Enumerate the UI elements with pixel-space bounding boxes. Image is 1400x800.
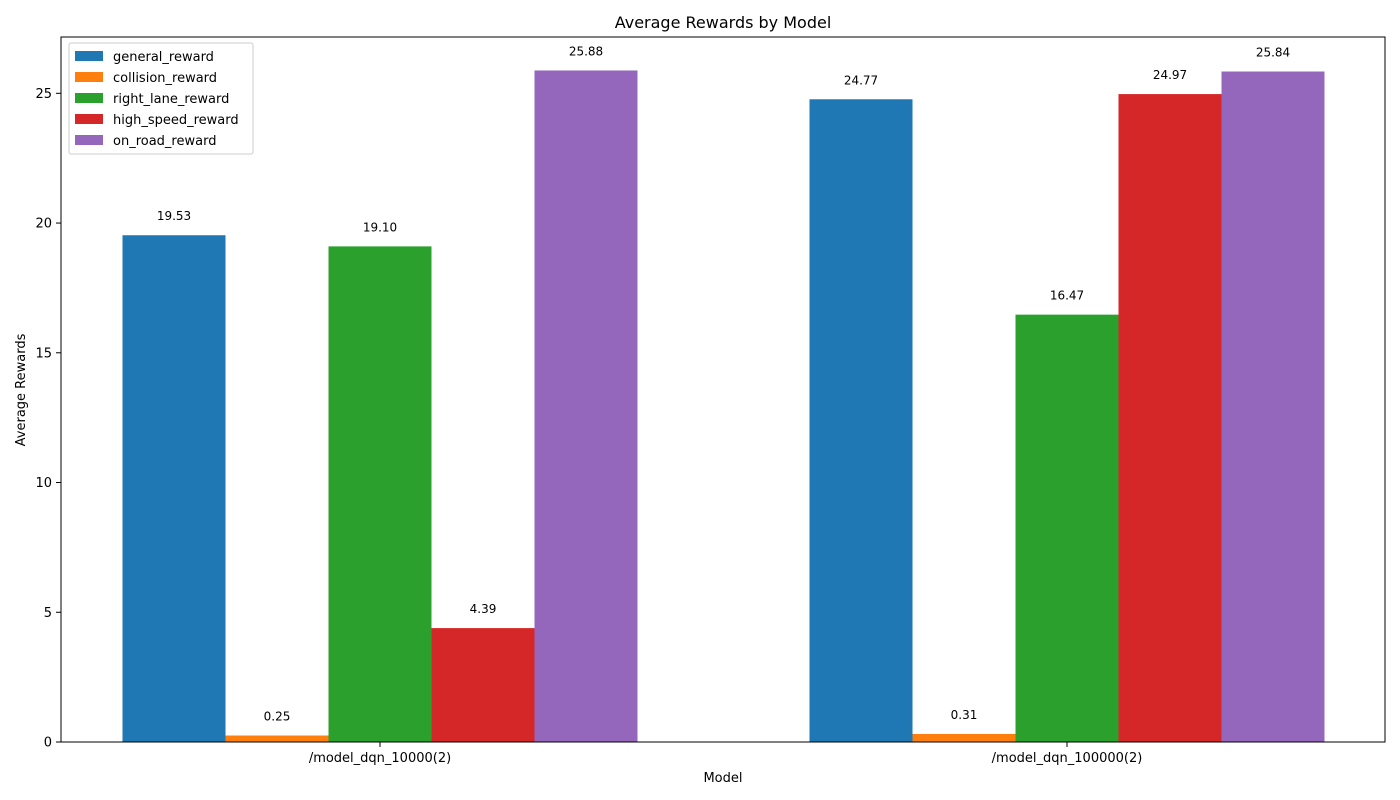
bar-high_speed_reward-1	[1118, 94, 1222, 742]
legend: general_reward collision_reward right_lane…	[68, 42, 254, 155]
bar-on_road_reward-0	[534, 70, 638, 742]
chart-title: Average Rewards by Model	[615, 13, 832, 32]
legend-label-right_lane_reward: right_lane_reward	[113, 92, 229, 107]
data-label-collision_reward-1: 0.31	[951, 708, 978, 722]
x-tick-label: /model_dqn_10000(2)	[309, 751, 451, 766]
legend-label-high_speed_reward: high_speed_reward	[113, 113, 239, 128]
y-tick-label: 0	[44, 736, 52, 751]
legend-swatch-on_road_reward	[75, 135, 103, 145]
data-label-on_road_reward-1: 25.84	[1256, 46, 1290, 60]
plot-frame	[60, 36, 1386, 743]
data-label-general_reward-1: 24.77	[844, 73, 878, 87]
legend-label-collision_reward: collision_reward	[113, 71, 217, 86]
x-axis: /model_dqn_10000(2) /model_dqn_100000(2)	[309, 742, 1143, 766]
bars-layer	[122, 70, 1325, 743]
y-tick-label: 5	[44, 606, 52, 621]
legend-swatch-high_speed_reward	[75, 114, 103, 124]
bar-collision_reward-0	[225, 735, 329, 742]
y-tick-label: 10	[35, 476, 52, 491]
legend-swatch-collision_reward	[75, 72, 103, 82]
bar-general_reward-1	[809, 99, 913, 743]
data-labels-layer: 19.53 24.77 0.25 0.31 19.10 16.47 4.39 24.97 25.…	[157, 44, 1290, 723]
y-tick-label: 15	[35, 346, 52, 361]
legend-swatch-right_lane_reward	[75, 93, 103, 103]
bar-high_speed_reward-0	[431, 628, 535, 742]
data-label-right_lane_reward-0: 19.10	[363, 220, 397, 234]
data-label-general_reward-0: 19.53	[157, 209, 191, 223]
y-tick-label: 25	[35, 87, 52, 102]
data-label-high_speed_reward-1: 24.97	[1153, 68, 1187, 82]
data-label-high_speed_reward-0: 4.39	[470, 602, 497, 616]
y-axis-label: Average Rewards	[14, 333, 29, 446]
data-label-collision_reward-0: 0.25	[264, 710, 291, 724]
bar-right_lane_reward-1	[1015, 314, 1119, 742]
data-label-right_lane_reward-1: 16.47	[1050, 289, 1084, 303]
y-tick-label: 20	[35, 217, 52, 232]
bar-general_reward-0	[122, 235, 226, 742]
legend-swatch-general_reward	[75, 51, 103, 61]
legend-label-on_road_reward: on_road_reward	[113, 134, 216, 149]
bar-collision_reward-1	[912, 733, 1016, 742]
x-axis-label: Model	[703, 771, 742, 786]
legend-label-general_reward: general_reward	[113, 50, 214, 65]
bar-right_lane_reward-0	[328, 246, 432, 742]
x-tick-label: /model_dqn_100000(2)	[992, 751, 1143, 766]
data-label-on_road_reward-0: 25.88	[569, 44, 603, 58]
y-axis: 0 5 10 15 20 25	[35, 87, 61, 751]
legend-box	[68, 42, 254, 155]
bar-on_road_reward-1	[1221, 71, 1325, 742]
